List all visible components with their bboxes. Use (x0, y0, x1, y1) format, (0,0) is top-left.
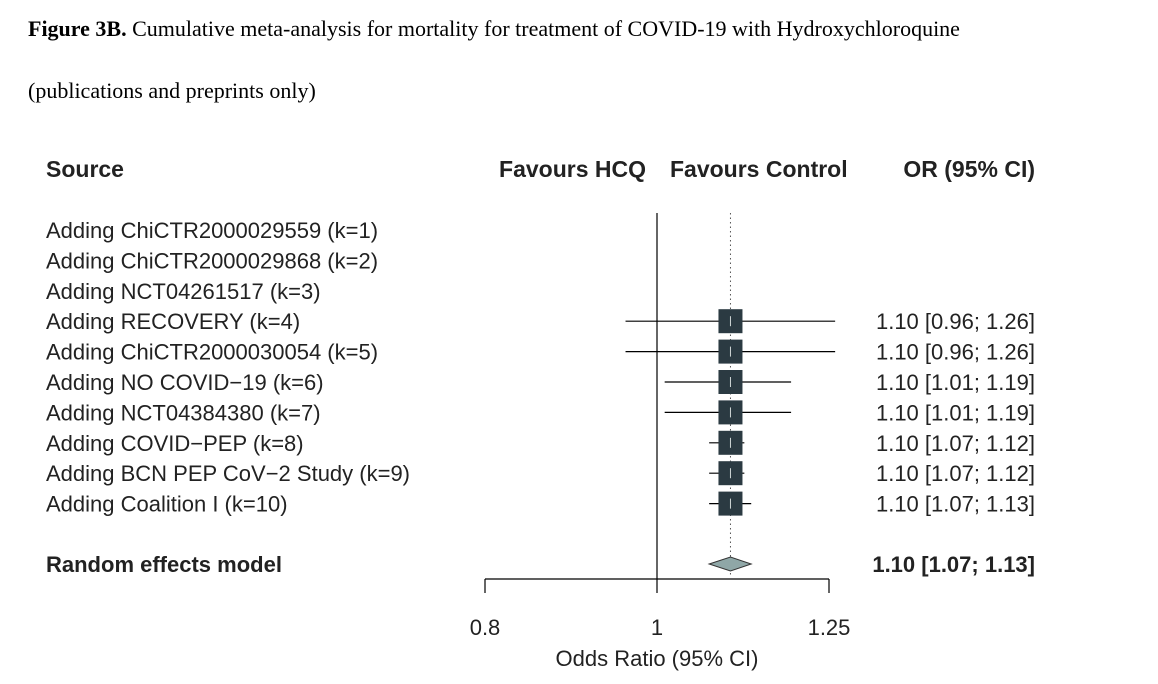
study-label: Adding COVID−PEP (k=8) (46, 431, 304, 456)
x-tick-label: 1.25 (808, 615, 851, 640)
x-axis-label: Odds Ratio (95% CI) (556, 646, 759, 671)
study-label: Adding ChiCTR2000030054 (k=5) (46, 340, 378, 365)
figure-caption-line1: Figure 3B. Cumulative meta-analysis for … (28, 16, 960, 42)
study-label: Adding ChiCTR2000029559 (k=1) (46, 218, 378, 243)
x-tick-label: 0.8 (470, 615, 501, 640)
figure-label: Figure 3B. (28, 16, 127, 41)
study-label: Adding NO COVID−19 (k=6) (46, 370, 324, 395)
study-label: Adding RECOVERY (k=4) (46, 309, 300, 334)
study-label: Adding NCT04384380 (k=7) (46, 400, 321, 425)
figure-caption-line2: (publications and preprints only) (28, 78, 316, 103)
figure-caption-text: Cumulative meta-analysis for mortality f… (132, 16, 960, 41)
ci-text: 1.10 [1.07; 1.12] (876, 461, 1035, 486)
x-tick-label: 1 (651, 615, 663, 640)
header-favours-hcq: Favours HCQ (499, 156, 646, 182)
header-source: Source (46, 156, 124, 182)
summary-label: Random effects model (46, 552, 282, 577)
ci-text: 1.10 [1.07; 1.13] (876, 492, 1035, 517)
header-or-ci: OR (95% CI) (903, 156, 1035, 182)
study-label: Adding Coalition I (k=10) (46, 492, 288, 517)
header-favours-control: Favours Control (670, 156, 848, 182)
ci-text: 1.10 [1.07; 1.12] (876, 431, 1035, 456)
ci-text: 1.10 [1.01; 1.19] (876, 400, 1035, 425)
study-label: Adding ChiCTR2000029868 (k=2) (46, 248, 378, 273)
summary-ci-text: 1.10 [1.07; 1.13] (872, 552, 1035, 577)
study-label: Adding BCN PEP CoV−2 Study (k=9) (46, 461, 410, 486)
study-label: Adding NCT04261517 (k=3) (46, 279, 321, 304)
ci-text: 1.10 [1.01; 1.19] (876, 370, 1035, 395)
ci-text: 1.10 [0.96; 1.26] (876, 309, 1035, 334)
ci-text: 1.10 [0.96; 1.26] (876, 340, 1035, 365)
summary-diamond (707, 556, 753, 572)
